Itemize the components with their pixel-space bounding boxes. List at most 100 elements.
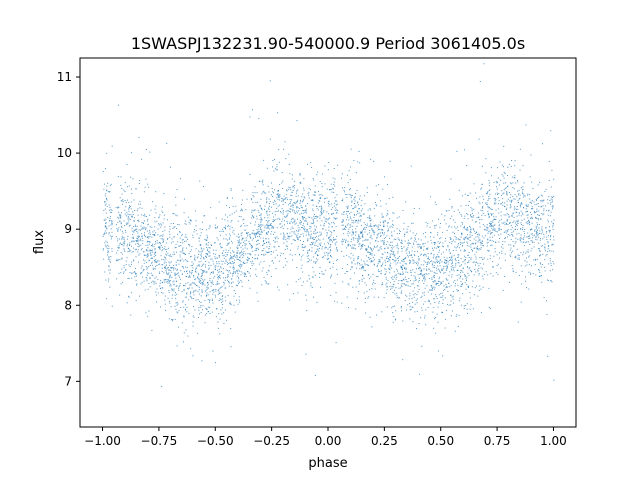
data-point — [133, 217, 135, 219]
data-point — [297, 292, 299, 294]
data-point — [413, 244, 415, 246]
data-point — [215, 249, 217, 251]
data-point — [536, 203, 538, 205]
data-point — [111, 212, 113, 214]
data-point — [305, 205, 307, 207]
data-point — [312, 242, 314, 244]
data-point — [387, 280, 389, 282]
data-point — [388, 268, 390, 270]
data-point — [195, 267, 197, 269]
data-point — [397, 282, 399, 284]
data-point — [223, 272, 225, 274]
data-point — [373, 279, 375, 281]
data-point — [310, 259, 312, 261]
data-point — [315, 252, 317, 254]
data-point — [296, 201, 298, 203]
data-point — [367, 256, 369, 258]
data-point — [393, 280, 395, 282]
data-point — [460, 304, 462, 306]
data-point — [535, 217, 537, 219]
data-point — [347, 245, 349, 247]
data-point — [243, 223, 245, 225]
data-point — [510, 206, 512, 208]
data-point — [547, 279, 549, 281]
data-point — [166, 264, 167, 266]
data-point — [434, 261, 436, 263]
data-point — [403, 222, 405, 224]
data-point — [138, 229, 140, 231]
data-point — [351, 247, 353, 249]
data-point — [389, 257, 391, 259]
data-point — [516, 248, 518, 250]
data-point — [505, 209, 507, 211]
data-point — [449, 271, 451, 273]
data-point — [240, 271, 242, 273]
data-point — [295, 207, 297, 209]
data-point — [461, 283, 463, 285]
data-point — [351, 229, 353, 231]
data-point — [415, 279, 417, 281]
data-point — [354, 248, 356, 250]
data-point — [480, 210, 482, 212]
x-tick-label: 0.25 — [371, 434, 398, 448]
data-point — [460, 269, 462, 271]
data-point — [542, 214, 544, 216]
data-point — [539, 250, 541, 252]
data-point — [103, 234, 105, 236]
data-point — [510, 239, 512, 241]
data-point — [268, 248, 270, 250]
data-point — [357, 239, 359, 241]
data-point — [373, 233, 375, 235]
data-point — [539, 271, 541, 273]
data-point — [414, 237, 416, 239]
data-point — [348, 170, 350, 172]
data-point — [432, 287, 433, 289]
data-point — [243, 255, 245, 257]
data-point — [117, 240, 119, 242]
data-point — [406, 248, 408, 250]
data-point — [366, 290, 368, 292]
data-point — [418, 238, 420, 240]
data-point — [117, 221, 119, 223]
data-point — [170, 223, 172, 225]
data-point — [265, 220, 267, 222]
data-point — [295, 196, 297, 198]
data-point — [299, 236, 301, 238]
data-point — [514, 165, 516, 167]
data-point — [221, 271, 223, 273]
data-point — [348, 307, 350, 309]
data-point — [371, 288, 373, 290]
data-point — [207, 283, 209, 285]
data-point — [427, 291, 429, 293]
data-point — [466, 241, 468, 243]
data-point — [536, 225, 538, 227]
data-point — [445, 262, 447, 264]
data-point — [427, 253, 429, 255]
data-point — [203, 270, 205, 272]
data-point — [354, 196, 356, 198]
data-point — [149, 241, 151, 243]
data-point — [218, 276, 220, 278]
data-point — [504, 253, 506, 255]
data-point — [366, 249, 368, 251]
data-point — [341, 177, 343, 179]
data-point — [359, 162, 361, 164]
data-point — [360, 232, 362, 234]
data-point — [366, 225, 368, 227]
data-point — [420, 253, 422, 255]
data-point — [536, 229, 538, 231]
data-point — [149, 286, 151, 288]
data-point — [357, 161, 359, 163]
data-point — [538, 227, 540, 229]
data-point — [155, 252, 157, 254]
data-point — [345, 225, 347, 227]
data-point — [354, 214, 356, 216]
data-point — [521, 212, 523, 214]
data-point — [169, 276, 171, 278]
data-point — [233, 251, 235, 253]
data-point — [178, 289, 180, 291]
data-point — [368, 257, 370, 259]
data-point — [407, 285, 409, 287]
data-point — [273, 170, 275, 172]
data-point — [464, 228, 466, 230]
